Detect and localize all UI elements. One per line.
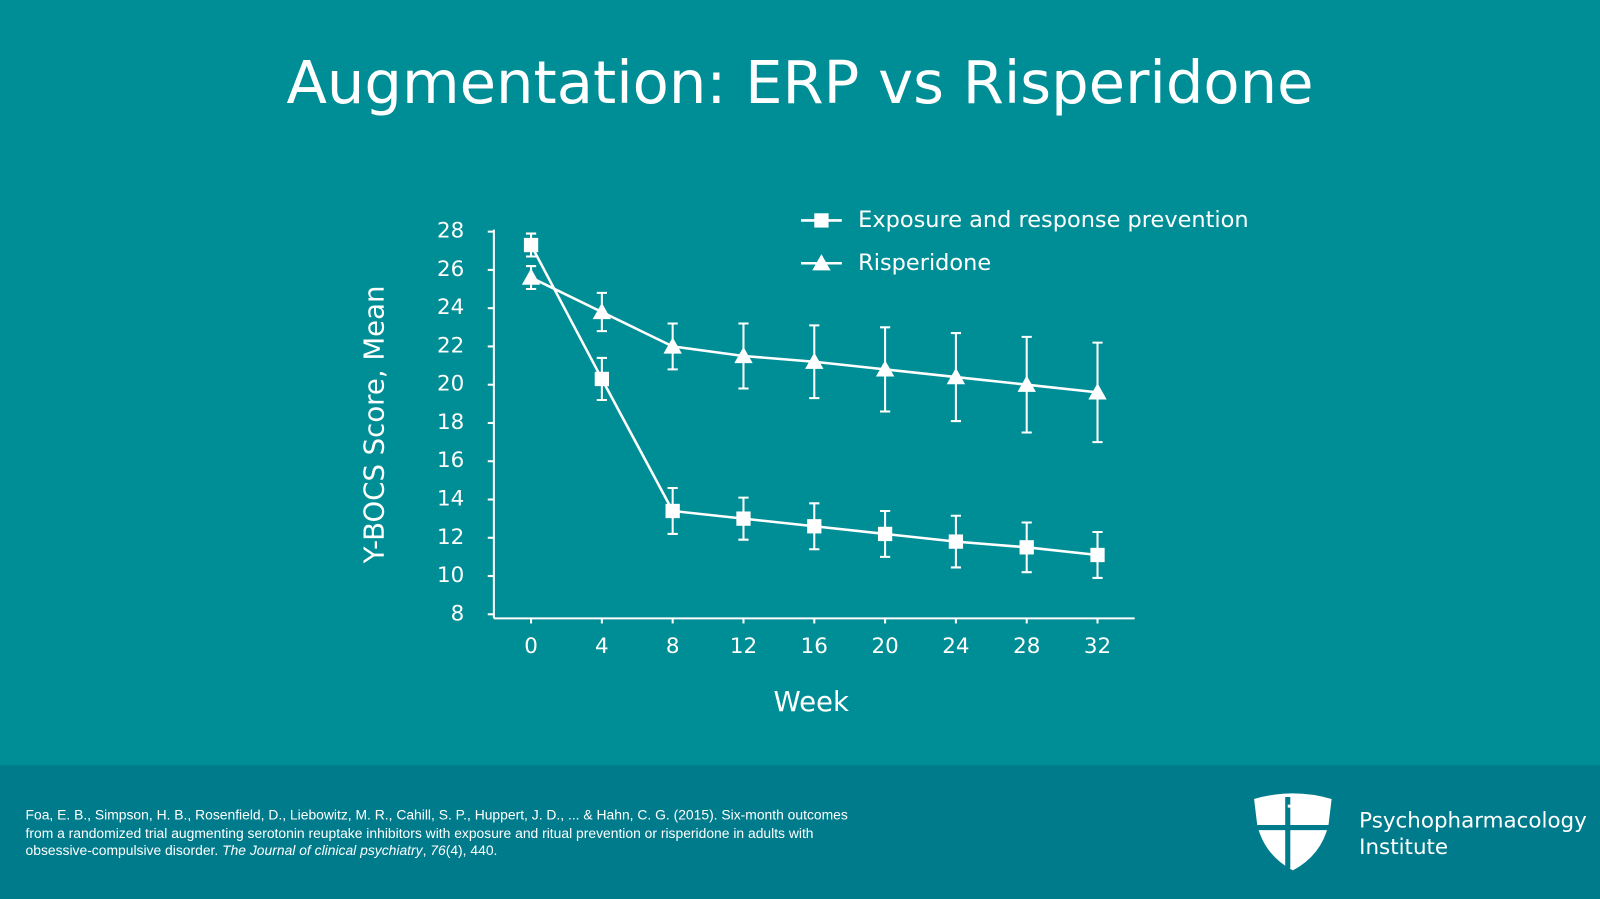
marker — [1019, 540, 1034, 555]
y-tick-label: 18 — [437, 410, 464, 435]
logo-text: Psychopharmacology — [1359, 808, 1587, 833]
citation-volume: 76 — [430, 842, 446, 859]
marker — [877, 526, 893, 542]
marker — [946, 367, 966, 385]
x-tick-label: 4 — [595, 634, 609, 659]
marker — [736, 511, 751, 526]
marker — [665, 503, 680, 519]
slide-title: Augmentation: ERP vs Risperidone — [286, 48, 1313, 117]
x-tick-label: 28 — [1013, 634, 1040, 659]
y-tick-label: 22 — [437, 333, 464, 358]
background — [0, 0, 1600, 765]
citation: Foa, E. B., Simpson, H. B., Rosenfield, … — [26, 806, 873, 860]
legend-label: Risperidone — [858, 250, 991, 276]
marker — [523, 237, 539, 253]
x-tick-label: 16 — [801, 634, 828, 659]
footer-band — [0, 765, 1600, 899]
logo-text: Institute — [1359, 835, 1448, 860]
y-tick-label: 24 — [437, 295, 464, 320]
marker — [663, 337, 682, 354]
marker — [948, 534, 964, 549]
citation-text: Foa, E. B., Simpson, H. B., Rosenfield, … — [25, 807, 848, 859]
y-tick-label: 8 — [451, 601, 465, 626]
marker — [812, 254, 831, 271]
x-axis-label: Week — [773, 686, 849, 718]
citation-text: (4), 440. — [445, 842, 498, 859]
x-tick-label: 20 — [871, 634, 898, 659]
citation-text: , — [422, 842, 431, 859]
y-axis-label: Y-BOCS Score, Mean — [359, 286, 391, 565]
marker — [1090, 547, 1105, 563]
x-tick-label: 0 — [524, 634, 538, 659]
marker — [814, 213, 829, 228]
marker — [807, 519, 822, 534]
citation-box: Foa, E. B., Simpson, H. B., Rosenfield, … — [26, 806, 873, 860]
marker — [805, 352, 824, 369]
y-tick-label: 20 — [437, 372, 464, 397]
marker — [1017, 375, 1036, 392]
x-tick-label: 12 — [730, 634, 757, 659]
x-tick-label: 8 — [666, 634, 680, 659]
marker — [734, 346, 753, 364]
logo-shield — [1254, 793, 1332, 871]
marker — [1088, 383, 1107, 400]
marker — [594, 371, 610, 387]
plot: 8 10 12 14 16 18 20 22 24 26 28 0 4 8 12 16 20 24 28 32 Expo… — [437, 207, 1249, 659]
x-tick-label: 32 — [1084, 634, 1111, 659]
x-tick-label: 24 — [942, 634, 969, 659]
y-tick-label: 12 — [437, 525, 464, 550]
y-tick-label: 10 — [437, 563, 464, 588]
y-tick-label: 14 — [437, 486, 464, 511]
marker — [521, 268, 541, 285]
y-tick-label: 28 — [437, 219, 464, 244]
marker — [875, 360, 895, 377]
legend-label: Exposure and response prevention — [858, 207, 1248, 233]
marker — [592, 302, 612, 320]
y-tick-label: 26 — [437, 257, 464, 282]
y-tick-label: 16 — [437, 448, 464, 473]
citation-journal: The Journal of clinical psychiatry — [222, 842, 423, 859]
